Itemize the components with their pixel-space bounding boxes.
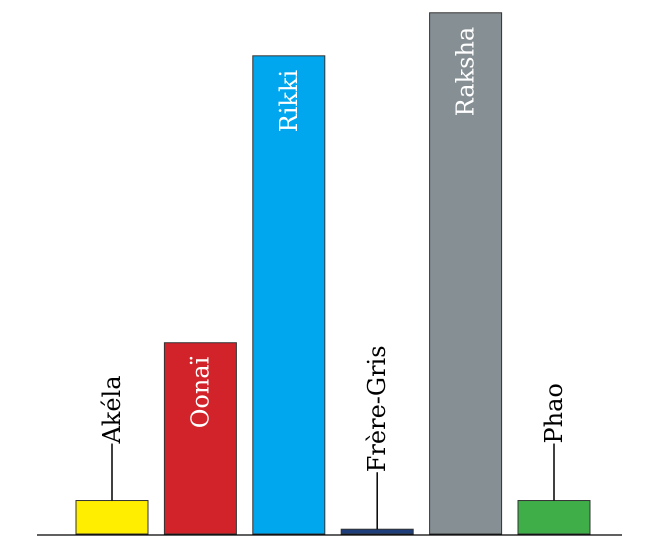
bar-label-raksha: Raksha — [452, 27, 480, 117]
bar-label-akela: Akéla — [98, 375, 126, 444]
bar-raksha — [429, 12, 503, 535]
bar-label-rikki: Rikki — [275, 70, 303, 133]
bar-frere-gris — [340, 528, 414, 535]
bar-label-phao: Phao — [540, 383, 568, 443]
bar-phao — [517, 500, 591, 535]
bar-label-frere-gris: Frère-Gris — [363, 345, 391, 472]
bar-rikki — [252, 55, 326, 535]
bars-group — [75, 12, 591, 535]
bar-label-oonai: Oonaï — [186, 356, 214, 428]
bar-akela — [75, 500, 149, 535]
bar-oonai — [163, 342, 237, 535]
labels-group: Akéla Oonaï Rikki Frère-Gris Raksha Phao — [98, 27, 568, 530]
